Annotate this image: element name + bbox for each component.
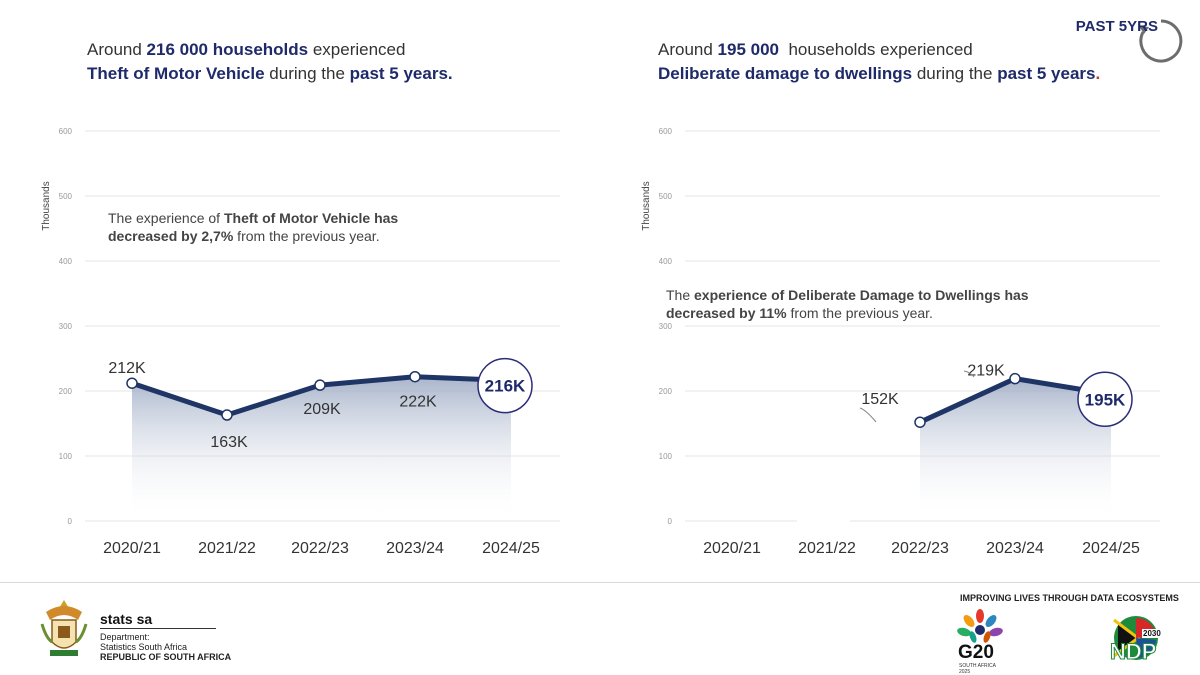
right-note-post: from the previous year.	[786, 305, 933, 321]
brand-underline	[100, 628, 216, 629]
data-label: 222K	[399, 394, 437, 411]
ndp-year: 2030	[1142, 629, 1162, 638]
y-tick-label: 100	[659, 452, 673, 461]
y-tick-label: 300	[659, 322, 673, 331]
dept-line-2: Statistics South Africa	[100, 642, 188, 652]
x-tick-label: 2023/24	[986, 540, 1044, 557]
y-tick-label: 600	[659, 127, 673, 136]
y-tick-label: 200	[59, 387, 73, 396]
x-tick-label: 2022/23	[291, 540, 349, 557]
y-tick-label: 600	[59, 127, 73, 136]
data-point	[409, 370, 421, 383]
right-headline-dot: .	[1095, 64, 1101, 83]
y-tick-label: 300	[59, 322, 73, 331]
data-label: 163K	[210, 434, 248, 451]
left-headline-mid: during the	[264, 64, 350, 83]
left-headline-category: Theft of Motor Vehicle	[87, 64, 265, 83]
right-headline-category: Deliberate damage to dwellings	[658, 64, 913, 83]
left-headline-end: past 5 years.	[349, 64, 453, 83]
leader-line	[963, 370, 975, 378]
right-note-bold1: experience of Deliberate Damage to Dwell…	[694, 287, 1029, 303]
data-point	[221, 409, 233, 421]
chart-left: Thousands 0 100 200 300 400 500 600 212K 163K 209K…	[41, 127, 560, 557]
left-note-bold1: Theft of Motor Vehicle has	[223, 210, 399, 226]
highlight-circle	[1077, 371, 1133, 427]
data-label: 212K	[108, 360, 146, 377]
left-headline-num: 216 000 households	[146, 40, 309, 59]
left-note: The experience of Theft of Motor Vehicle…	[108, 209, 399, 245]
tagline: IMPROVING LIVES THROUGH DATA ECOSYSTEMS	[960, 593, 1179, 603]
g20-flower-icon	[957, 609, 1003, 643]
left-headline-post: experienced	[308, 40, 406, 59]
dept-line-1: Department:	[100, 632, 150, 642]
ndp-emblem-icon	[1113, 616, 1158, 660]
area-fill	[920, 378, 1111, 521]
y-tick-label: 200	[659, 387, 673, 396]
data-label: 195K	[1085, 390, 1126, 409]
left-note-pre: The experience of	[108, 210, 224, 226]
circular-arrow-icon	[1139, 19, 1183, 63]
x-tick-label: 2021/22	[798, 540, 856, 557]
left-note-bold2: decreased by 2,7%	[108, 228, 234, 244]
dept-line-3: REPUBLIC OF SOUTH AFRICA	[100, 652, 232, 662]
right-headline: Around 195 000 households experienced De…	[658, 38, 1100, 86]
data-label: 209K	[303, 401, 341, 418]
g20-text: G20	[958, 642, 994, 663]
x-tick-label: 2024/25	[1082, 540, 1140, 557]
data-label: 219K	[967, 363, 1005, 380]
y-tick-label: 400	[59, 257, 73, 266]
stats-sa-brand: stats sa	[100, 611, 153, 627]
x-tick-label: 2021/22	[198, 540, 256, 557]
data-label: 216K	[485, 377, 526, 396]
x-tick-label: 2020/21	[703, 540, 761, 557]
x-tick-label: 2024/25	[482, 540, 540, 557]
highlight-circle	[477, 357, 533, 414]
left-note-post: from the previous year.	[233, 228, 380, 244]
past-5yrs-badge: PAST 5YRS	[1076, 18, 1183, 63]
data-point	[1009, 372, 1021, 385]
x-tick-label: 2022/23	[891, 540, 949, 557]
data-label: 152K	[861, 391, 899, 408]
y-tick-label: 100	[59, 452, 73, 461]
y-axis-label: Thousands	[41, 181, 52, 230]
y-tick-label: 400	[659, 257, 673, 266]
x-tick-label: 2020/21	[103, 540, 161, 557]
right-note: The experience of Deliberate Damage to D…	[666, 286, 1029, 322]
y-tick-label: 0	[68, 517, 73, 526]
department-text: Department: Statistics South Africa REPU…	[100, 632, 231, 662]
right-headline-end: past 5 years	[997, 64, 1096, 83]
y-tick-label: 500	[659, 192, 673, 201]
y-tick-label: 500	[59, 192, 73, 201]
right-headline-pre: Around	[658, 40, 718, 59]
chart-right: Thousands 0 100 200 300 400 500 600 152K 219K 195K…	[641, 127, 1160, 557]
coat-of-arms-logo	[40, 600, 88, 656]
right-note-bold2: decreased by 11%	[666, 305, 787, 321]
data-point	[314, 379, 326, 391]
left-headline-pre: Around	[87, 40, 147, 59]
leader-line	[859, 407, 877, 423]
right-headline-post: households experienced	[779, 40, 973, 59]
g20-logo: G20 SOUTH AFRICA 2025	[955, 608, 1005, 675]
x-tick-label: 2023/24	[386, 540, 444, 557]
y-axis-label: Thousands	[641, 181, 652, 230]
badge-text: PAST 5YRS	[1075, 18, 1158, 35]
left-headline: Around 216 000 households experienced Th…	[87, 38, 453, 86]
data-point	[126, 377, 138, 389]
right-headline-mid: during the	[912, 64, 998, 83]
ndp-logo: 2030 NDP	[1108, 614, 1164, 668]
right-headline-num: 195 000	[717, 40, 779, 59]
g20-sub: SOUTH AFRICA 2025	[959, 663, 996, 675]
footer-divider	[0, 582, 1200, 583]
right-note-pre: The	[666, 287, 695, 303]
y-tick-label: 0	[668, 517, 673, 526]
ndp-text: NDP	[1109, 639, 1157, 665]
data-point	[914, 416, 926, 428]
area-fill	[132, 376, 511, 521]
